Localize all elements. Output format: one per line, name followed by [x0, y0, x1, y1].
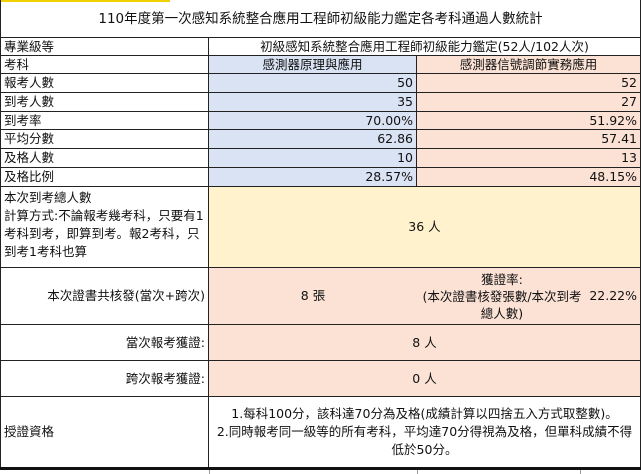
subject-header-1[interactable]: 感測器原理與應用: [209, 56, 417, 74]
row-label[interactable]: 報考人數: [0, 74, 209, 93]
gridline: [580, 470, 581, 474]
gridline: [209, 470, 210, 474]
row-value-subject-1[interactable]: 50: [209, 74, 417, 93]
level-label[interactable]: 專業級等: [0, 38, 209, 56]
certificate-rate-value[interactable]: 22.22%: [587, 268, 641, 325]
subject-header-2[interactable]: 感測器信號調節實務應用: [417, 56, 641, 74]
total-attendees-value[interactable]: 36 人: [209, 187, 641, 268]
cross-session-label[interactable]: 跨次報考獲證:: [0, 361, 209, 397]
selection-highlight: [0, 0, 170, 2]
qualification-text[interactable]: 1.每科100分，該科達70分為及格(成績計算以四捨五入方式取整數)。 2.同時報…: [209, 397, 641, 468]
row-label[interactable]: 到考率: [0, 111, 209, 131]
row-value-subject-1[interactable]: 28.57%: [209, 168, 417, 187]
gridline: [417, 470, 418, 474]
row-value-subject-2[interactable]: 52: [417, 74, 641, 93]
row-label[interactable]: 平均分數: [0, 130, 209, 150]
row-label[interactable]: 到考人數: [0, 92, 209, 112]
same-session-label[interactable]: 當次報考獲證:: [0, 325, 209, 361]
certificates-value[interactable]: 8 張: [209, 268, 417, 325]
certificate-rate-label-text: 獲證率: (本次證書核發張數/本次到考總人數): [422, 271, 582, 321]
cross-session-value[interactable]: 0 人: [209, 361, 641, 397]
certificates-label[interactable]: 本次證書共核發(當次+跨次): [0, 268, 209, 325]
row-value-subject-2[interactable]: 13: [417, 149, 641, 168]
total-attendees-label-text: 本次到考總人數 計算方式:不論報考幾考科，只要有1考科到考，即算到考。報2考科，只…: [4, 190, 204, 259]
level-value[interactable]: 初級感知系統整合應用工程師初級能力鑑定(52人/102人次): [209, 38, 641, 56]
row-value-subject-1[interactable]: 70.00%: [209, 111, 417, 131]
row-value-subject-1[interactable]: 62.86: [209, 130, 417, 150]
row-label[interactable]: 及格人數: [0, 149, 209, 168]
qualification-text-content: 1.每科100分，該科達70分為及格(成績計算以四捨五入方式取整數)。 2.同時報…: [216, 406, 633, 457]
row-value-subject-2[interactable]: 27: [417, 92, 641, 112]
row-value-subject-1[interactable]: 35: [209, 92, 417, 112]
row-label[interactable]: 及格比例: [0, 168, 209, 187]
row-value-subject-2[interactable]: 48.15%: [417, 168, 641, 187]
row-value-subject-1[interactable]: 10: [209, 149, 417, 168]
certificate-rate-label[interactable]: 獲證率: (本次證書核發張數/本次到考總人數): [417, 268, 587, 325]
table-title[interactable]: 110年度第一次感知系統整合應用工程師初級能力鑑定各考科通過人數統計: [0, 0, 641, 38]
row-value-subject-2[interactable]: 57.41: [417, 130, 641, 150]
qualification-label[interactable]: 授證資格: [0, 397, 209, 468]
row-value-subject-2[interactable]: 51.92%: [417, 111, 641, 131]
bottom-border: [0, 467, 641, 470]
same-session-value[interactable]: 8 人: [209, 325, 641, 361]
subject-label[interactable]: 考科: [0, 56, 209, 74]
total-attendees-label[interactable]: 本次到考總人數 計算方式:不論報考幾考科，只要有1考科到考，即算到考。報2考科，只…: [0, 187, 209, 268]
